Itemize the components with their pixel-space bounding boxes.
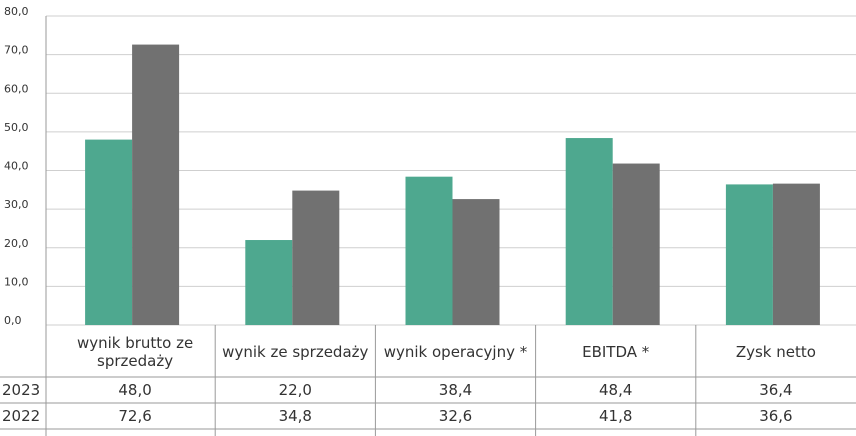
category-label: wynik operacyjny * [383,343,528,361]
bar [405,176,453,325]
table-value: 32,6 [438,407,473,425]
y-tick-label: 70,0 [4,44,29,57]
bar [565,138,613,325]
table-value: 48,0 [118,381,152,399]
table-value: 36,4 [759,381,793,399]
bar [452,199,500,325]
bar [245,240,293,325]
bar [85,139,133,325]
table-value: 34,8 [278,407,312,425]
y-tick-label: 50,0 [4,121,29,134]
y-tick-label: 30,0 [4,198,29,211]
bar [132,44,180,326]
bar [292,190,340,325]
category-label: EBITDA * [582,343,650,361]
category-label: Zysk netto [735,343,816,361]
y-tick-label: 10,0 [4,275,29,288]
table-value: 72,6 [118,407,152,425]
y-tick-label: 40,0 [4,160,29,173]
table-value: 41,8 [598,407,633,425]
table-value: 38,4 [438,381,473,399]
y-tick-label: 80,0 [4,5,29,18]
bar [612,163,660,325]
bar [772,183,820,325]
table-value: 36,6 [759,407,793,425]
y-tick-label: 20,0 [4,237,29,250]
bar [725,184,773,325]
table-value: 48,4 [598,381,633,399]
category-label: wynik ze sprzedaży [222,343,369,361]
category-label: wynik brutto ze sprzedaży [76,334,194,370]
series-label: 2023 [2,381,41,399]
y-tick-label: 0,0 [4,314,22,327]
y-tick-label: 60,0 [4,82,29,95]
series-label: 2022 [2,407,41,425]
table-value: 22,0 [278,381,312,399]
